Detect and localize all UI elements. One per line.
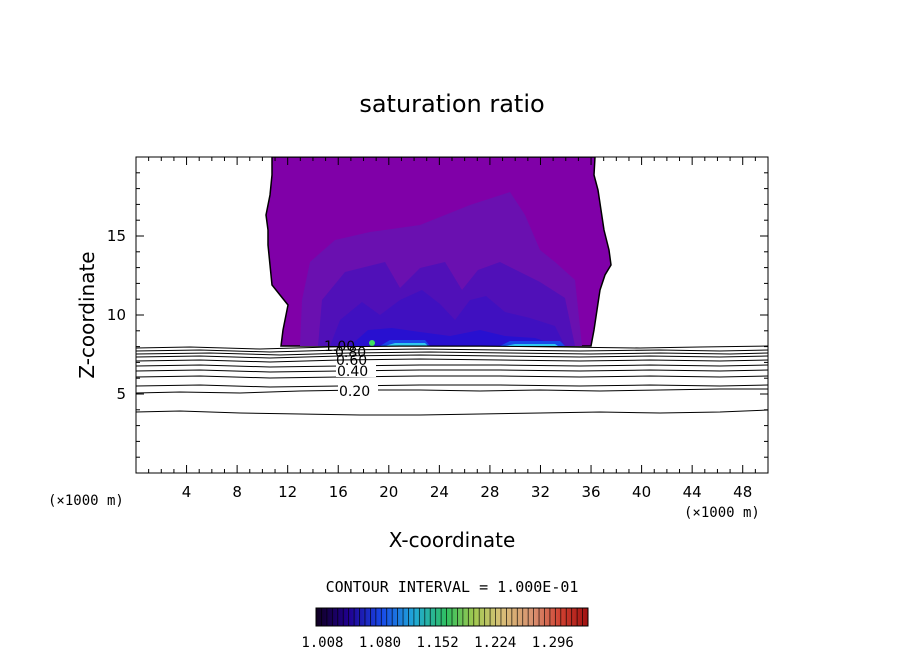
shaded-cloud-region	[265, 157, 612, 347]
contour-line	[136, 345, 768, 350]
cloud-base-spot	[369, 340, 375, 346]
colorbar-tick-label: 1.296	[532, 635, 574, 651]
colorbar-labels: 1.008 1.080 1.152 1.224 1.296	[301, 635, 574, 651]
x-tick-label: 12	[278, 483, 297, 501]
x-tick-label: 24	[430, 483, 449, 501]
contour-line	[136, 351, 768, 356]
colorbar-tick-label: 1.008	[301, 635, 343, 651]
x-tick-label: 4	[182, 483, 192, 501]
colorbar-divisions	[321, 608, 583, 626]
contour-label: 0.80	[335, 345, 366, 361]
contour-label: 1.00	[324, 339, 355, 355]
x-tick-label: 16	[329, 483, 348, 501]
colorbar-tick-label: 1.080	[359, 635, 401, 651]
x-tick-label: 44	[683, 483, 702, 501]
y-axis: 5 10 15	[107, 172, 768, 458]
contour-line	[136, 409, 768, 416]
contour-lines	[136, 345, 768, 416]
x-tick-label: 40	[632, 483, 651, 501]
x-unit-right: (×1000 m)	[684, 505, 760, 521]
contour-line	[136, 388, 768, 394]
colorbar-tick-label: 1.224	[474, 635, 516, 651]
x-axis-label: X-coordinate	[389, 528, 516, 552]
contour-line	[136, 369, 768, 373]
y-tick-label: 10	[107, 306, 126, 324]
contour-label: 0.60	[336, 353, 367, 369]
x-tick-label: 36	[581, 483, 600, 501]
x-tick-label: 8	[232, 483, 242, 501]
x-tick-label: 20	[379, 483, 398, 501]
x-tick-label: 28	[480, 483, 499, 501]
contour-line	[136, 348, 768, 353]
cloud-base-4	[505, 344, 558, 346]
y-tick-label: 15	[107, 227, 126, 245]
contour-line	[136, 358, 768, 363]
contour-line	[136, 354, 768, 359]
contour-line	[136, 364, 768, 368]
contour-label: 0.40	[337, 364, 368, 380]
contour-line	[136, 384, 768, 388]
chart-title: saturation ratio	[359, 90, 544, 118]
y-axis-label: Z-coordinate	[75, 251, 99, 378]
cloud-base-3	[385, 343, 428, 346]
x-tick-label: 32	[531, 483, 550, 501]
colorbar-tick-label: 1.152	[417, 635, 459, 651]
contour-label: 0.20	[339, 384, 370, 400]
contour-line	[136, 375, 768, 379]
x-unit-left: (×1000 m)	[48, 493, 124, 509]
x-axis: 4 8 12 16 20 24 28 32 36 40 44 48	[148, 157, 756, 501]
colorbar: 1.008 1.080 1.152 1.224 1.296	[301, 607, 589, 651]
y-tick-label: 5	[116, 385, 126, 403]
x-tick-label: 48	[733, 483, 752, 501]
contour-interval: CONTOUR INTERVAL = 1.000E-01	[326, 578, 579, 596]
contour-labels: 0.20 0.40 0.60 0.80 1.00	[324, 339, 378, 400]
